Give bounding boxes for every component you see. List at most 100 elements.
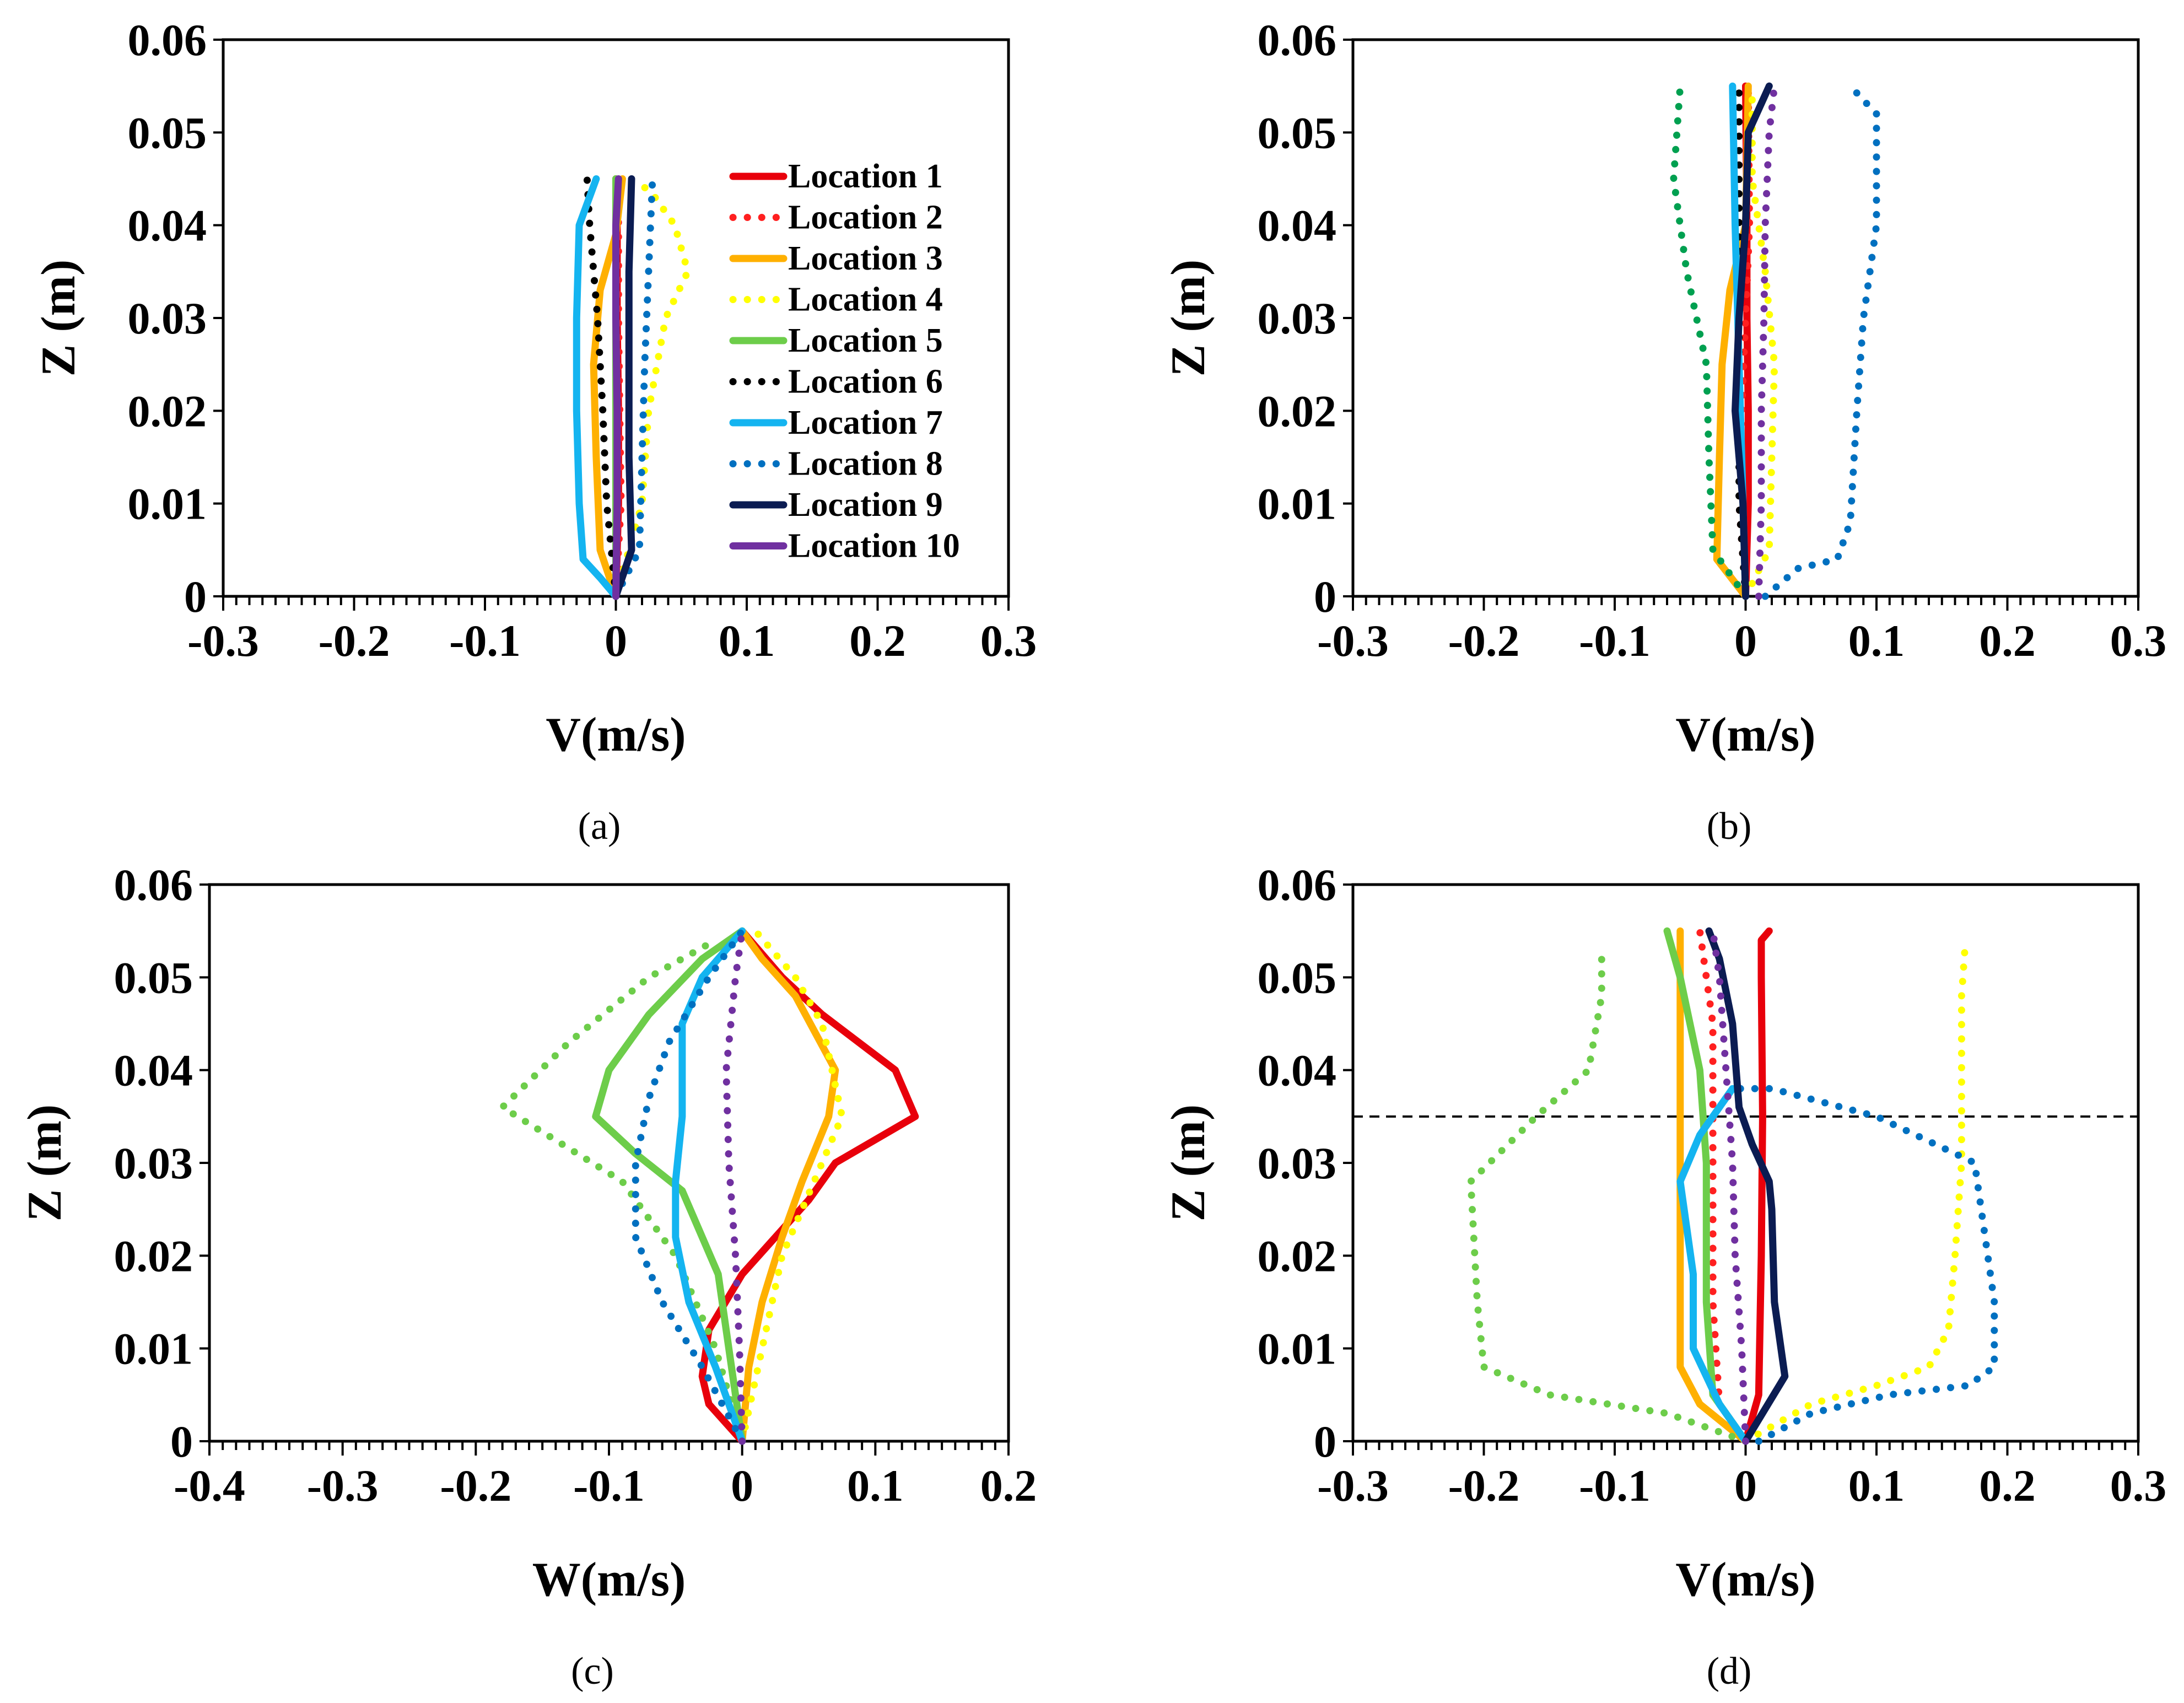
chart-d-series-location-3 [1676, 927, 1749, 1445]
chart-c-x-tick-label: 0.1 [847, 1461, 904, 1511]
chart-b-caption: (b) [1707, 805, 1752, 848]
chart-b-x-tick-label: -0.1 [1579, 616, 1651, 666]
chart-c-x-tick-label: 0.2 [980, 1461, 1037, 1511]
chart-a-y-tick-label: 0.04 [128, 201, 207, 251]
chart-a-x-tick-label: 0.3 [980, 616, 1037, 666]
chart-d-x-tick-label: -0.2 [1448, 1461, 1520, 1511]
chart-c-y-axis-title: Z (m) [18, 1104, 72, 1222]
chart-d-series-location-1 [1742, 927, 1773, 1445]
chart-d-series-location-7 [1676, 1085, 1749, 1445]
chart-a-legend-label: Location 4 [788, 281, 943, 319]
chart-a-y-tick-label: 0.02 [128, 386, 207, 436]
chart-b-y-tick-label: 0 [1314, 572, 1336, 622]
chart-d-y-tick-label: 0.01 [1258, 1324, 1337, 1374]
chart-a-series-location-9 [612, 175, 635, 600]
chart-b-y-tick-label: 0.04 [1258, 201, 1337, 251]
chart-a-legend-label: Location 10 [788, 527, 960, 565]
chart-a-y-tick-label: 0.03 [128, 293, 207, 343]
chart-a-caption: (a) [578, 805, 621, 848]
chart-c-x-tick-label: -0.1 [573, 1461, 645, 1511]
chart-b-y-tick-label: 0.01 [1258, 479, 1337, 529]
chart-b-y-tick-label: 0.05 [1258, 107, 1337, 158]
chart-d-x-tick-label: 0 [1734, 1461, 1757, 1511]
chart-c-series-location-5 [592, 927, 746, 1445]
chart-b-series-location-9 [1732, 82, 1773, 600]
chart-a-y-tick-label: 0.06 [128, 15, 207, 65]
chart-d-y-tick-label: 0.03 [1258, 1138, 1337, 1188]
chart-b-x-tick-label: -0.2 [1448, 616, 1520, 666]
chart-c-series-location-5-dotted [499, 936, 746, 1445]
chart-a-legend-label: Location 2 [788, 199, 943, 236]
chart-d-y-axis-title: Z (m) [1162, 1104, 1215, 1222]
chart-a: -0.3 -0.2 -0.1 0 0.1 0.2 0.3 0 0.01 0.02 0.03 0.04 0… [32, 15, 1037, 848]
chart-a-x-tick-label: 0 [605, 616, 627, 666]
chart-c-series-location-7 [672, 927, 746, 1445]
chart-b-x-tick-label: 0.3 [2110, 616, 2167, 666]
chart-a-legend-label: Location 1 [788, 158, 943, 195]
chart-b: -0.3 -0.2 -0.1 0 0.1 0.2 0.3 0 0.01 0.02 0.03 0.04 0… [1162, 15, 2166, 848]
chart-c-y-tick-label: 0.05 [114, 952, 193, 1003]
chart-d-series-location-8 [1729, 1085, 1998, 1445]
chart-b-x-axis-title: V(m/s) [1675, 708, 1815, 762]
chart-c-x-tick-label: 0 [731, 1461, 753, 1511]
chart-d-y-tick-label: 0.04 [1258, 1045, 1337, 1096]
chart-a-legend-label: Location 5 [788, 322, 943, 359]
chart-a-y-axis-title: Z (m) [32, 260, 85, 377]
chart-c-y-tick-label: 0.03 [114, 1138, 193, 1188]
chart-a-legend-label: Location 7 [788, 404, 943, 441]
chart-d-x-tick-label: 0.3 [2110, 1461, 2167, 1511]
chart-d-y-tick-label: 0.05 [1258, 952, 1337, 1003]
chart-a-series-location-7 [573, 175, 619, 600]
chart-c-x-tick-label: -0.4 [174, 1461, 245, 1511]
chart-a-legend-label: Location 9 [788, 486, 943, 524]
chart-d-x-tick-label: 0.1 [1848, 1461, 1905, 1511]
chart-c: -0.4 -0.3 -0.2 -0.1 0 0.1 0.2 0 0.01 0.02 0.03 0.04… [18, 860, 1037, 1693]
chart-b-x-tick-label: 0.1 [1848, 616, 1905, 666]
chart-d-x-tick-label: -0.1 [1579, 1461, 1651, 1511]
chart-d-series-location-9 [1705, 927, 1789, 1445]
chart-c-series-location-8 [632, 927, 746, 1445]
chart-b-x-tick-label: 0.2 [1979, 616, 2036, 666]
chart-c-y-tick-label: 0.01 [114, 1324, 193, 1374]
chart-b-y-axis-title: Z (m) [1162, 260, 1215, 377]
chart-a-y-tick-label: 0.01 [128, 479, 207, 529]
chart-c-series-location-4 [738, 927, 846, 1445]
chart-d: -0.3 -0.2 -0.1 0 0.1 0.2 0.3 0 0.01 0.02 0.03 0.04 0… [1162, 860, 2166, 1693]
chart-d-series-location-2 [1696, 927, 1749, 1445]
chart-d-plot-frame [1351, 883, 2140, 1443]
chart-a-x-tick-label: -0.3 [187, 616, 259, 666]
chart-c-y-tick-label: 0.06 [114, 860, 193, 910]
chart-a-series-location-10 [612, 175, 622, 600]
chart-a-y-tick-label: 0.05 [128, 107, 207, 158]
chart-d-caption: (d) [1707, 1650, 1752, 1693]
chart-a-series-location-6 [583, 175, 619, 600]
chart-a-legend-label: Location 6 [788, 363, 943, 401]
chart-a-x-tick-label: -0.2 [319, 616, 390, 666]
chart-c-plot-frame [208, 883, 1010, 1443]
chart-c-y-tick-label: 0 [170, 1416, 193, 1467]
chart-d-series-location-5-dotted [1467, 946, 1749, 1445]
chart-a-x-tick-label: 0.2 [849, 616, 906, 666]
chart-a-legend-label: Location 3 [788, 240, 943, 277]
chart-b-series-location-8 [1761, 82, 1880, 600]
chart-a-legend-label: Location 8 [788, 445, 943, 483]
chart-c-y-tick-label: 0.02 [114, 1231, 193, 1281]
chart-d-x-axis-title: V(m/s) [1675, 1553, 1815, 1607]
chart-b-x-tick-label: 0 [1734, 616, 1757, 666]
chart-b-y-tick-label: 0.02 [1258, 386, 1337, 436]
chart-a-series-location-8 [612, 175, 656, 600]
chart-b-y-tick-label: 0.03 [1258, 293, 1337, 343]
chart-b-series-location-2 [1735, 82, 1754, 600]
chart-b-y-tick-label: 0.06 [1258, 15, 1337, 65]
chart-c-caption: (c) [571, 1650, 614, 1693]
chart-a-x-axis-title: V(m/s) [546, 708, 686, 762]
chart-c-y-tick-label: 0.04 [114, 1045, 193, 1096]
chart-c-x-tick-label: -0.3 [307, 1461, 379, 1511]
chart-a-y-tick-label: 0 [184, 572, 207, 622]
chart-d-x-tick-label: -0.3 [1317, 1461, 1389, 1511]
chart-c-x-tick-label: -0.2 [440, 1461, 511, 1511]
chart-c-series-location-1 [698, 927, 919, 1445]
chart-d-y-tick-label: 0.06 [1258, 860, 1337, 910]
chart-c-x-axis-title: W(m/s) [532, 1553, 686, 1607]
chart-d-y-tick-label: 0.02 [1258, 1231, 1337, 1281]
